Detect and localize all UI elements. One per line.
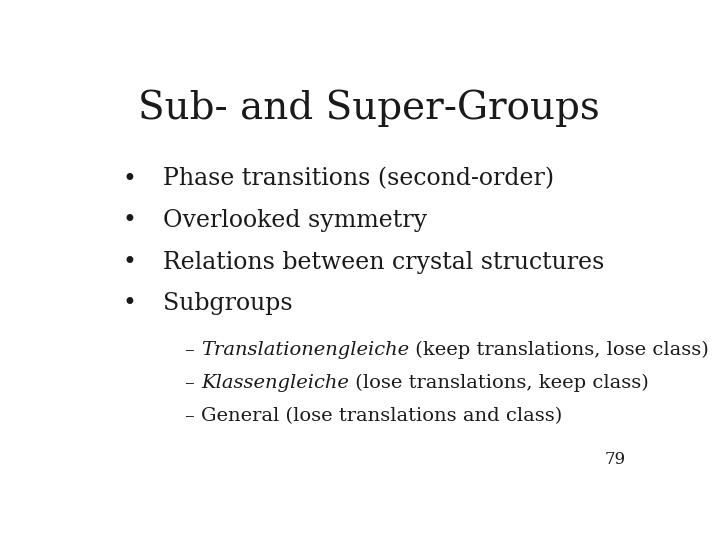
Text: Overlooked symmetry: Overlooked symmetry bbox=[163, 209, 427, 232]
Text: •: • bbox=[122, 292, 136, 315]
Text: –: – bbox=[185, 374, 201, 392]
Text: •: • bbox=[122, 251, 136, 274]
Text: •: • bbox=[122, 209, 136, 232]
Text: – General (lose translations and class): – General (lose translations and class) bbox=[185, 407, 562, 425]
Text: (keep translations, lose class): (keep translations, lose class) bbox=[409, 341, 708, 359]
Text: (lose translations, keep class): (lose translations, keep class) bbox=[348, 374, 649, 392]
Text: Subgroups: Subgroups bbox=[163, 292, 292, 315]
Text: •: • bbox=[122, 167, 136, 191]
Text: Translationengleiche: Translationengleiche bbox=[201, 341, 409, 359]
Text: 79: 79 bbox=[605, 451, 626, 468]
Text: Phase transitions (second-order): Phase transitions (second-order) bbox=[163, 167, 554, 191]
Text: Klassengleiche: Klassengleiche bbox=[201, 374, 348, 392]
Text: Relations between crystal structures: Relations between crystal structures bbox=[163, 251, 604, 274]
Text: Sub- and Super-Groups: Sub- and Super-Groups bbox=[138, 90, 600, 127]
Text: –: – bbox=[185, 341, 201, 359]
